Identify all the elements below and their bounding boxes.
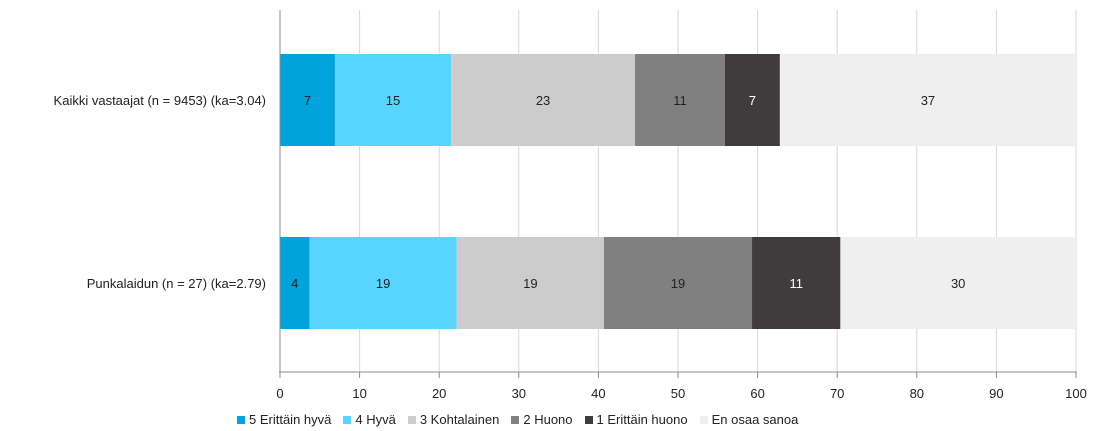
x-tick-label: 10 <box>352 386 366 401</box>
x-tick-label: 0 <box>276 386 283 401</box>
legend-label: 1 Erittäin huono <box>596 412 688 427</box>
legend-label: En osaa sanoa <box>711 412 799 427</box>
bar-segment <box>456 237 604 329</box>
bar-segment <box>451 54 636 146</box>
data-label: 37 <box>921 93 935 108</box>
legend-item: 2 Huono <box>511 412 573 427</box>
legend-item: 1 Erittäin huono <box>584 412 688 427</box>
legend-label: 5 Erittäin hyvä <box>249 412 332 427</box>
x-tick-label: 40 <box>591 386 605 401</box>
legend-swatch <box>511 415 520 424</box>
x-tick-label: 70 <box>830 386 844 401</box>
legend-swatch <box>237 415 245 424</box>
x-tick-label: 100 <box>1065 386 1087 401</box>
data-label: 11 <box>673 93 687 108</box>
bar-segment <box>334 54 452 146</box>
x-tick-label: 60 <box>750 386 764 401</box>
legend-label: 3 Kohtalainen <box>419 412 500 427</box>
x-axis: 0 10 20 30 40 50 60 70 80 90 100 <box>276 10 1087 401</box>
legend-swatch <box>343 415 352 424</box>
data-label: 11 <box>789 276 803 291</box>
x-tick-label: 90 <box>989 386 1003 401</box>
x-tick-label: 20 <box>432 386 446 401</box>
category-label: Punkalaidun (n = 27) (ka=2.79) <box>87 276 266 291</box>
data-label: 15 <box>386 93 400 108</box>
bar-segment <box>603 237 753 329</box>
legend-item: 5 Erittäin hyvä <box>237 412 331 427</box>
legend: 5 Erittäin hyvä 4 Hyvä 3 Kohtalainen 2 Huon… <box>237 412 798 427</box>
x-tick-label: 50 <box>671 386 685 401</box>
data-label: 4 <box>291 276 298 291</box>
legend-swatch <box>407 415 416 424</box>
legend-label: 4 Hyvä <box>355 412 396 427</box>
x-tick-label: 30 <box>512 386 526 401</box>
bar-segment <box>280 237 310 329</box>
legend-swatch <box>584 415 593 424</box>
data-label: 7 <box>749 93 756 108</box>
bar-segment <box>309 237 457 329</box>
bar-segment <box>280 54 335 146</box>
legend-item: En osaa sanoa <box>699 412 799 427</box>
legend-swatch <box>699 415 708 424</box>
data-label: 19 <box>671 276 685 291</box>
data-label: 30 <box>951 276 965 291</box>
category-labels: Kaikki vastaajat (n = 9453) (ka=3.04) Pun… <box>54 93 266 291</box>
x-tick-label: 80 <box>910 386 924 401</box>
bar-segment <box>635 54 725 146</box>
data-label: 19 <box>376 276 390 291</box>
bar-segment <box>752 237 841 329</box>
bar-segment <box>840 237 1076 329</box>
data-label: 23 <box>536 93 550 108</box>
data-label: 19 <box>523 276 537 291</box>
bar-segment <box>724 54 780 146</box>
bars: 7 15 23 11 7 37 4 19 19 19 11 30 <box>280 54 1076 329</box>
legend-label: 2 Huono <box>523 412 573 427</box>
data-label: 7 <box>304 93 311 108</box>
category-label: Kaikki vastaajat (n = 9453) (ka=3.04) <box>54 93 266 108</box>
legend-item: 4 Hyvä <box>343 412 396 427</box>
legend-item: 3 Kohtalainen <box>407 412 500 427</box>
bar-segment <box>779 54 1076 146</box>
